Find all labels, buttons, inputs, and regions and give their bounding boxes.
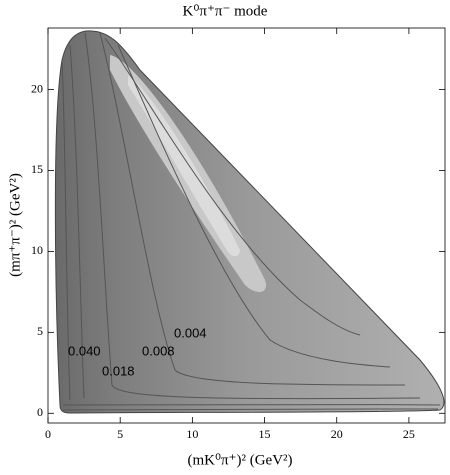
x-tick-label: 20 — [331, 427, 343, 441]
contour-label: 0.004 — [174, 325, 207, 340]
y-tick-label: 0 — [37, 405, 43, 419]
x-tick-label: 15 — [259, 427, 271, 441]
y-tick-label: 20 — [31, 81, 43, 95]
chart-title: K⁰π⁺π⁻ mode — [183, 3, 268, 19]
y-tick-label: 5 — [37, 324, 43, 338]
y-tick-label: 10 — [31, 243, 43, 257]
contour-label: 0.008 — [142, 343, 175, 358]
contour-label: 0.018 — [102, 363, 135, 378]
plot-frame — [47, 27, 446, 424]
x-tick-label: 0 — [45, 427, 51, 441]
x-tick-label: 5 — [117, 427, 123, 441]
x-tick-label: 25 — [403, 427, 415, 441]
x-tick-label: 10 — [186, 427, 198, 441]
y-axis-label: (mπ⁺π⁻)² (GeV²) — [7, 173, 23, 277]
density-region — [54, 30, 445, 414]
x-axis-label: (mK⁰π⁺)² (GeV²) — [187, 452, 292, 468]
y-tick-label: 15 — [31, 162, 43, 176]
contour-label: 0.040 — [68, 343, 101, 358]
